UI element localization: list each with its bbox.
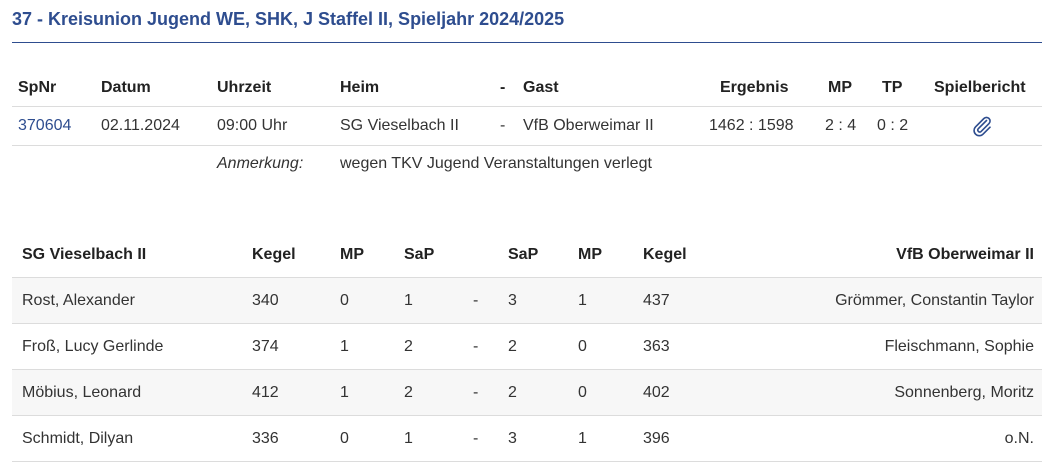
home-kegel: 340 (252, 292, 279, 309)
header-mp-away: MP (578, 246, 602, 263)
row-separator: - (473, 384, 479, 401)
match-remark: Anmerkung: wegen TKV Jugend Veranstaltun… (12, 146, 1042, 182)
match-row: 370604 02.11.2024 09:00 Uhr SG Vieselbac… (12, 107, 1042, 146)
home-mp: 0 (340, 430, 349, 447)
away-sap: 2 (508, 338, 517, 355)
row-separator: - (473, 430, 479, 447)
match-table-header: SpNr Datum Uhrzeit Heim - Gast Ergebnis … (12, 70, 1042, 107)
header-sap-home: SaP (404, 246, 435, 263)
home-kegel: 336 (252, 430, 279, 447)
header-kegel-home: Kegel (252, 246, 296, 263)
table-points: 0 : 2 (877, 117, 909, 134)
match-number-link[interactable]: 370604 (18, 117, 72, 134)
away-player-name: Sonnenberg, Moritz (894, 384, 1034, 401)
home-sap: 1 (404, 292, 413, 309)
away-mp: 0 (578, 338, 587, 355)
home-mp: 1 (340, 384, 349, 401)
home-mp: 1 (340, 338, 349, 355)
player-row: Froß, Lucy Gerlinde 374 1 2 - 2 0 363 Fl… (12, 324, 1042, 370)
header-mp: MP (828, 79, 852, 96)
home-kegel: 374 (252, 338, 279, 355)
home-sap: 2 (404, 384, 413, 401)
team-separator: - (500, 117, 506, 134)
away-player-name: Fleischmann, Sophie (884, 338, 1034, 355)
away-team: VfB Oberweimar II (523, 117, 654, 134)
home-mp: 0 (340, 292, 349, 309)
away-mp: 0 (578, 384, 587, 401)
match-points: 2 : 4 (825, 117, 857, 134)
header-sap-away: SaP (508, 246, 539, 263)
away-player-name: Grömmer, Constantin Taylor (835, 292, 1034, 309)
away-player-name: o.N. (1004, 430, 1034, 447)
away-mp: 1 (578, 292, 587, 309)
away-kegel: 402 (643, 384, 670, 401)
header-gast: Gast (523, 79, 559, 96)
away-sap: 3 (508, 430, 517, 447)
away-sap: 2 (508, 384, 517, 401)
header-ergebnis: Ergebnis (720, 79, 789, 96)
paperclip-icon[interactable] (970, 114, 994, 138)
match-date: 02.11.2024 (101, 117, 180, 134)
home-player-name: Schmidt, Dilyan (22, 430, 134, 447)
header-spnr: SpNr (18, 79, 57, 96)
header-datum: Datum (101, 79, 151, 96)
player-row: Möbius, Leonard 412 1 2 - 2 0 402 Sonnen… (12, 370, 1042, 416)
header-away-team: VfB Oberweimar II (896, 246, 1034, 263)
home-team: SG Vieselbach II (340, 117, 459, 134)
away-kegel: 363 (643, 338, 670, 355)
header-dash: - (500, 79, 506, 96)
header-heim: Heim (340, 79, 380, 96)
away-sap: 3 (508, 292, 517, 309)
home-sap: 1 (404, 430, 413, 447)
report-attachment-button[interactable] (970, 107, 994, 145)
home-player-name: Froß, Lucy Gerlinde (22, 338, 164, 355)
home-player-name: Rost, Alexander (22, 292, 135, 309)
away-kegel: 437 (643, 292, 670, 309)
home-kegel: 412 (252, 384, 279, 401)
away-kegel: 396 (643, 430, 670, 447)
row-separator: - (473, 292, 479, 309)
header-tp: TP (882, 79, 903, 96)
title-divider (12, 42, 1042, 43)
home-player-name: Möbius, Leonard (22, 384, 142, 401)
header-kegel-away: Kegel (643, 246, 687, 263)
header-mp-home: MP (340, 246, 364, 263)
home-sap: 2 (404, 338, 413, 355)
row-separator: - (473, 338, 479, 355)
header-home-team: SG Vieselbach II (22, 246, 147, 263)
player-row: Rost, Alexander 340 0 1 - 3 1 437 Grömme… (12, 278, 1042, 324)
away-mp: 1 (578, 430, 587, 447)
player-table-header: SG Vieselbach II Kegel MP SaP SaP MP Keg… (12, 236, 1042, 278)
match-time: 09:00 Uhr (217, 117, 288, 134)
remark-label: Anmerkung: (217, 155, 304, 172)
player-row: Schmidt, Dilyan 336 0 1 - 3 1 396 o.N. (12, 416, 1042, 462)
header-spielbericht: Spielbericht (934, 79, 1026, 96)
remark-text: wegen TKV Jugend Veranstaltungen verlegt (340, 155, 652, 172)
match-result: 1462 : 1598 (709, 117, 794, 134)
header-uhrzeit: Uhrzeit (217, 79, 272, 96)
page-title: 37 - Kreisunion Jugend WE, SHK, J Staffe… (12, 9, 565, 29)
